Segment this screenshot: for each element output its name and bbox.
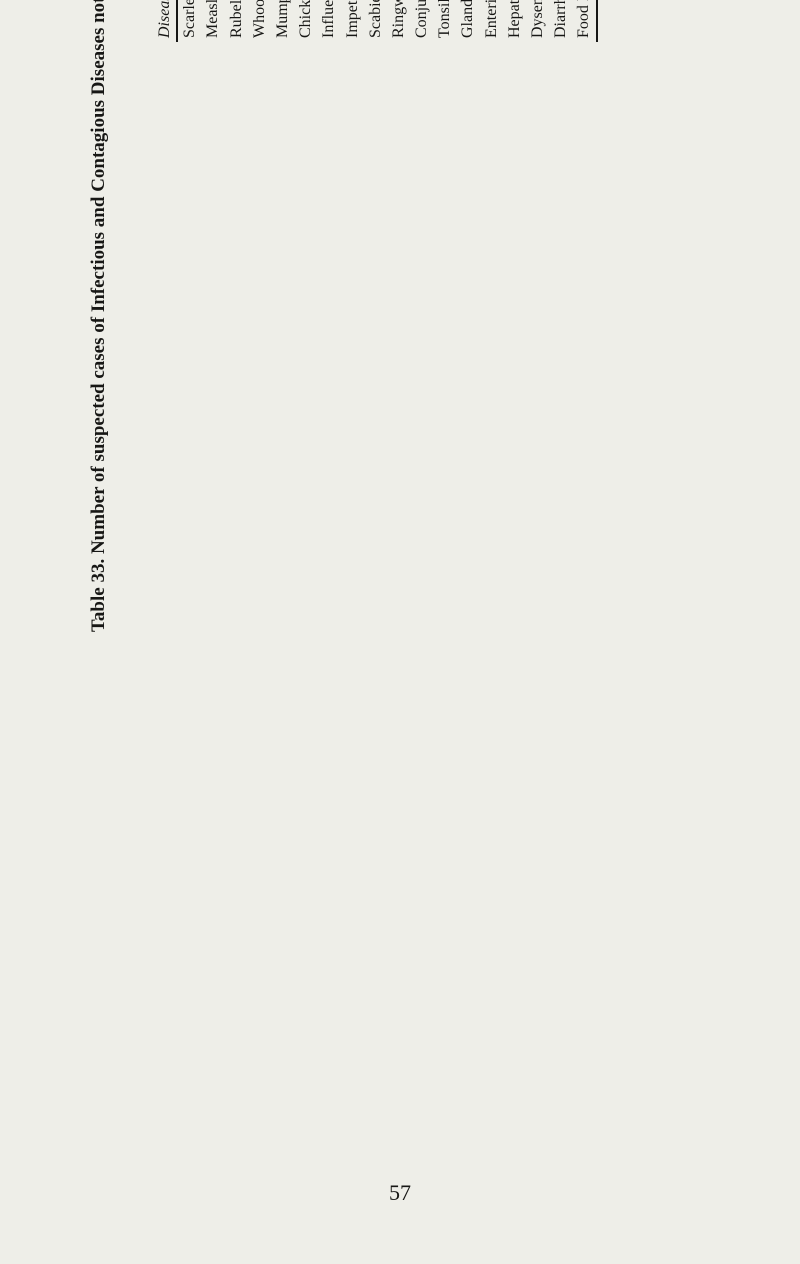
header-row: Disease Jan. Feb. Mar. April May June Ju… bbox=[152, 0, 177, 42]
disease-name: Ringworm . . . . . . . . . . . . . . . .… bbox=[387, 0, 410, 42]
disease-name: Chicken Pox . . . . . . . . . . . . . . … bbox=[294, 0, 317, 42]
disease-name: Conjunctivitis . . . . . . . . . . . . .… bbox=[410, 0, 433, 42]
table-row: Impetigo . . . . . . . . . . . . . . . .… bbox=[341, 0, 364, 42]
disease-name: Whooping Cough . . . . . . . . . . . . .… bbox=[248, 0, 271, 42]
table-row: Food Poisoning . . . . . . . . . . . . .… bbox=[572, 0, 596, 42]
disease-name: Enteritis . . . . . . . . . . . . . . . … bbox=[480, 0, 503, 42]
disease-name: Scarlet Fever . . . . . . . . . . . . . … bbox=[177, 0, 201, 42]
disease-name: Tonsillitis . . . . . . . . . . . . . . … bbox=[433, 0, 456, 42]
page: Table 33. Number of suspected cases of I… bbox=[0, 0, 800, 1264]
disease-header: Disease bbox=[152, 0, 177, 42]
disease-name: Impetigo . . . . . . . . . . . . . . . .… bbox=[341, 0, 364, 42]
table-title: Table 33. Number of suspected cases of I… bbox=[88, 0, 110, 632]
page-number: 57 bbox=[0, 1180, 800, 1206]
disease-table: Disease Jan. Feb. Mar. April May June Ju… bbox=[152, 0, 623, 42]
table-row: Hepatitis . . . . . . . . . . . . . . . … bbox=[503, 0, 526, 42]
disease-name: Influenza . . . . . . . . . . . . . . . … bbox=[317, 0, 340, 42]
disease-name: Diarrhoea and Sickness . . . . . . bbox=[549, 0, 572, 42]
table-row: Rubella . . . . . . . . . . . . . . . . … bbox=[225, 0, 248, 42]
table-row: Ringworm . . . . . . . . . . . . . . . .… bbox=[387, 0, 410, 42]
table-row: Glandular Fever . . . . . . . . . . . . … bbox=[456, 0, 479, 42]
disease-name: Scabies . . . . . . . . . . . . . . . . … bbox=[364, 0, 387, 42]
disease-name: Measles . . . . . . . . . . . . . . . . … bbox=[201, 0, 224, 42]
table-row: Enteritis . . . . . . . . . . . . . . . … bbox=[480, 0, 503, 42]
disease-name: Rubella . . . . . . . . . . . . . . . . … bbox=[225, 0, 248, 42]
table-row: Dysentery . . . . . . . . . . . . . . . … bbox=[526, 0, 549, 42]
disease-name: Glandular Fever . . . . . . . . . . . . … bbox=[456, 0, 479, 42]
table-row: Whooping Cough . . . . . . . . . . . . .… bbox=[248, 0, 271, 42]
table-row: Chicken Pox . . . . . . . . . . . . . . … bbox=[294, 0, 317, 42]
table-row: Scarlet Fever . . . . . . . . . . . . . … bbox=[177, 0, 201, 42]
table-row: Conjunctivitis . . . . . . . . . . . . .… bbox=[410, 0, 433, 42]
table-row: Scabies . . . . . . . . . . . . . . . . … bbox=[364, 0, 387, 42]
totals-label: TOTALS bbox=[597, 0, 623, 42]
table-row: Diarrhoea and Sickness . . . . . . 530——… bbox=[549, 0, 572, 42]
table-row: Measles . . . . . . . . . . . . . . . . … bbox=[201, 0, 224, 42]
disease-name: Dysentery . . . . . . . . . . . . . . . … bbox=[526, 0, 549, 42]
disease-name: Food Poisoning . . . . . . . . . . . . .… bbox=[572, 0, 596, 42]
table-container: Disease Jan. Feb. Mar. April May June Ju… bbox=[152, 0, 623, 42]
disease-name: Hepatitis . . . . . . . . . . . . . . . … bbox=[503, 0, 526, 42]
table-row: Influenza . . . . . . . . . . . . . . . … bbox=[317, 0, 340, 42]
table-body: Scarlet Fever . . . . . . . . . . . . . … bbox=[177, 0, 623, 42]
table-row: Tonsillitis . . . . . . . . . . . . . . … bbox=[433, 0, 456, 42]
disease-name: Mumps . . . . . . . . . . . . . . . . . … bbox=[271, 0, 294, 42]
table-row: Mumps . . . . . . . . . . . . . . . . . … bbox=[271, 0, 294, 42]
totals-row: TOTALS1,1481,7931,3574531,086856416—1252… bbox=[597, 0, 623, 42]
